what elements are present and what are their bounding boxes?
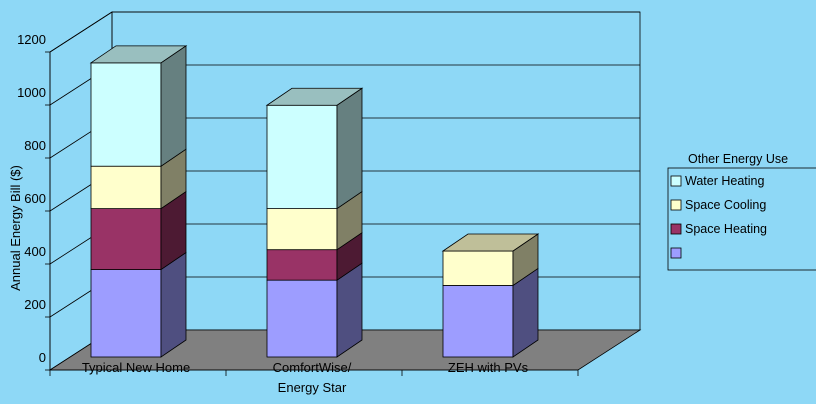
y-axis: 0 200 400 600 800 1000 1200 xyxy=(17,32,51,371)
bar-segment-side xyxy=(336,87,363,210)
bar-top xyxy=(265,87,364,106)
bar-segment xyxy=(90,62,162,167)
legend-swatch xyxy=(670,223,682,235)
chart-walls xyxy=(49,11,641,371)
bar-segment xyxy=(90,208,162,270)
gridline-side xyxy=(49,11,113,53)
bar-segment xyxy=(90,165,162,209)
y-tick-label: 400 xyxy=(24,244,46,259)
bar-top xyxy=(89,45,188,64)
x-tick-label: Typical New Home xyxy=(82,360,190,375)
y-tick-label: 1200 xyxy=(17,32,46,47)
y-tick-label: 200 xyxy=(24,297,46,312)
legend-swatch xyxy=(670,199,682,211)
bar-segment xyxy=(266,279,338,358)
legend-swatch xyxy=(670,175,682,187)
x-tick-label: ComfortWise/ xyxy=(273,360,352,375)
bar-segment xyxy=(266,249,338,281)
bar-segment xyxy=(442,250,514,286)
y-axis-label: Annual Energy Bill ($) xyxy=(8,165,23,291)
y-tick-label: 0 xyxy=(39,350,46,365)
bar-segment xyxy=(266,208,338,251)
bar-segment xyxy=(90,269,162,358)
legend-label: Water Heating xyxy=(685,174,764,188)
legend-box xyxy=(667,167,816,271)
y-tick-label: 1000 xyxy=(17,85,46,100)
bar-segment-side xyxy=(160,45,187,167)
legend-label: Space Cooling xyxy=(685,198,766,212)
bar-segment xyxy=(266,104,338,209)
legend-title: Other Energy Use xyxy=(688,152,788,166)
bar-top xyxy=(441,233,540,252)
x-axis: Typical New Home ComfortWise/Energy Star Z… xyxy=(49,360,579,395)
x-tick-label: Energy Star xyxy=(278,380,347,395)
x-tick-label: ZEH with PVs xyxy=(448,360,529,375)
bar-segment-side xyxy=(160,251,187,358)
y-tick-label: 800 xyxy=(24,138,46,153)
bar-segment xyxy=(442,285,514,358)
chart-bars xyxy=(89,45,540,358)
legend-label: Space Heating xyxy=(685,222,767,236)
legend: Other Energy Use Water Heating Space Cool… xyxy=(667,152,816,271)
legend-swatch xyxy=(670,247,682,259)
y-tick-label: 600 xyxy=(24,191,46,206)
